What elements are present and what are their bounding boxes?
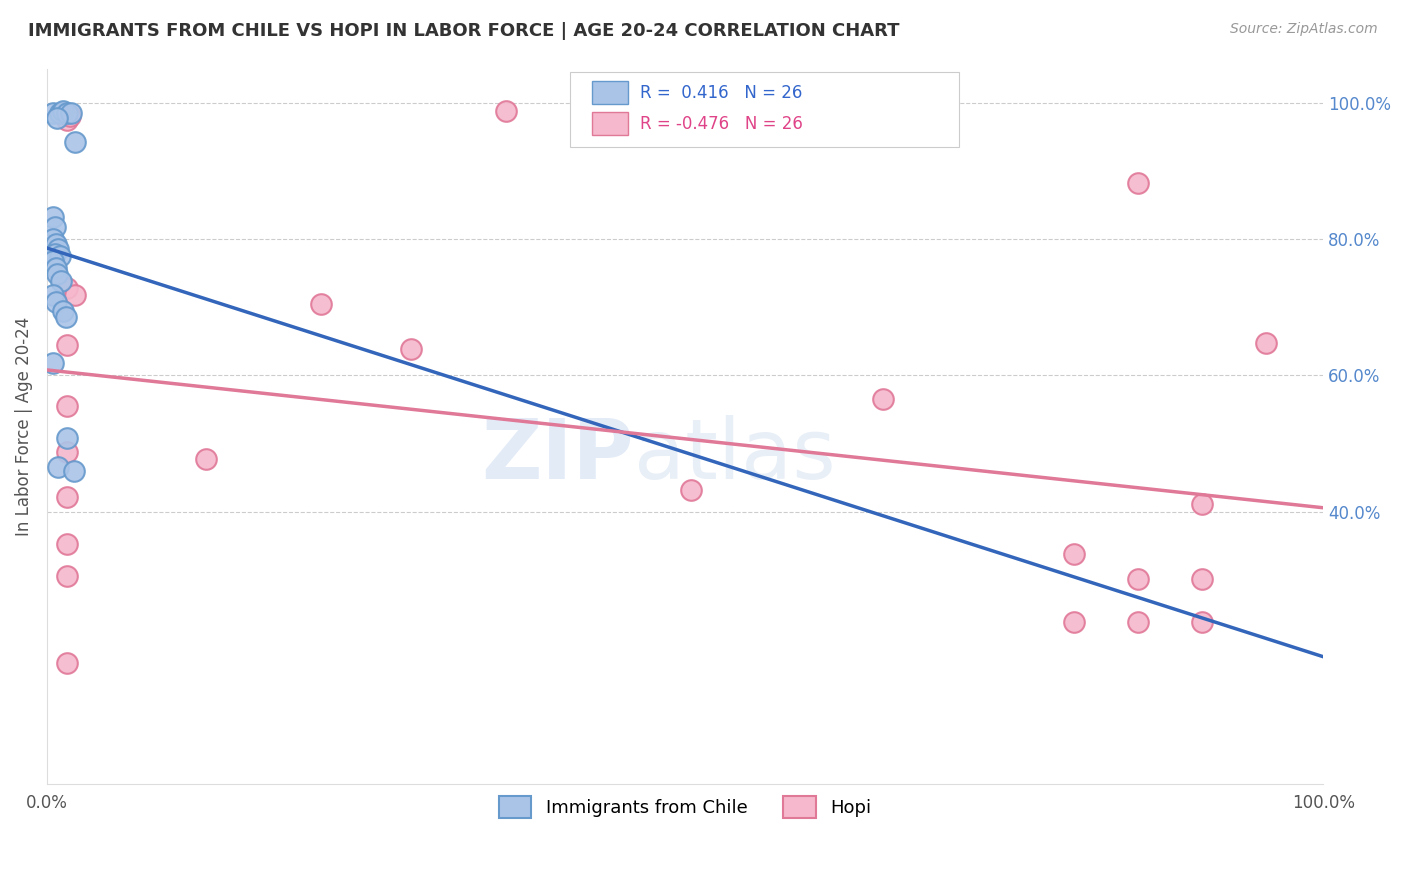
- Point: [56, 537, 79, 551]
- Point: [56, 444, 79, 458]
- Bar: [592, 112, 627, 135]
- Point: [52, 103, 75, 118]
- Text: R = -0.476   N = 26: R = -0.476 N = 26: [640, 115, 803, 133]
- Point: [42, 288, 65, 302]
- Point: [45, 237, 67, 252]
- Point: [63, 135, 86, 149]
- Point: [1191, 496, 1213, 510]
- Point: [59, 109, 82, 123]
- Text: IMMIGRANTS FROM CHILE VS HOPI IN LABOR FORCE | AGE 20-24 CORRELATION CHART: IMMIGRANTS FROM CHILE VS HOPI IN LABOR F…: [28, 22, 900, 40]
- Point: [56, 112, 79, 127]
- Point: [681, 483, 703, 497]
- Point: [45, 260, 67, 275]
- Point: [1126, 572, 1149, 586]
- Point: [48, 249, 70, 263]
- Point: [46, 268, 69, 282]
- Point: [44, 219, 66, 234]
- FancyBboxPatch shape: [571, 72, 959, 147]
- Point: [56, 281, 79, 295]
- Point: [56, 431, 79, 445]
- Point: [63, 288, 86, 302]
- Point: [56, 490, 79, 504]
- Point: [1063, 615, 1085, 629]
- Point: [52, 303, 75, 318]
- Point: [49, 274, 72, 288]
- Point: [48, 106, 70, 120]
- Point: [495, 103, 517, 118]
- Point: [872, 392, 894, 407]
- Y-axis label: In Labor Force | Age 20-24: In Labor Force | Age 20-24: [15, 317, 32, 536]
- Text: ZIP: ZIP: [481, 415, 634, 496]
- Point: [1191, 572, 1213, 586]
- Point: [311, 297, 333, 311]
- Point: [56, 569, 79, 583]
- Point: [55, 310, 77, 325]
- Text: atlas: atlas: [634, 415, 835, 496]
- Point: [195, 451, 218, 466]
- Point: [1126, 615, 1149, 629]
- Point: [46, 111, 69, 125]
- Point: [48, 242, 70, 256]
- Point: [48, 460, 70, 475]
- Point: [45, 294, 67, 309]
- Legend: Immigrants from Chile, Hopi: Immigrants from Chile, Hopi: [491, 789, 879, 825]
- Point: [42, 253, 65, 268]
- Point: [62, 464, 84, 478]
- Point: [1254, 335, 1277, 350]
- Point: [56, 656, 79, 670]
- Point: [42, 356, 65, 370]
- Point: [60, 106, 83, 120]
- Point: [56, 337, 79, 351]
- Point: [42, 232, 65, 246]
- Point: [42, 106, 65, 120]
- Text: Source: ZipAtlas.com: Source: ZipAtlas.com: [1230, 22, 1378, 37]
- Point: [56, 106, 79, 120]
- Point: [42, 210, 65, 224]
- Point: [44, 247, 66, 261]
- Point: [1063, 547, 1085, 561]
- Point: [399, 343, 422, 357]
- Point: [1126, 176, 1149, 190]
- Point: [56, 399, 79, 413]
- Text: R =  0.416   N = 26: R = 0.416 N = 26: [640, 84, 803, 102]
- Bar: [592, 81, 627, 104]
- Point: [1191, 615, 1213, 629]
